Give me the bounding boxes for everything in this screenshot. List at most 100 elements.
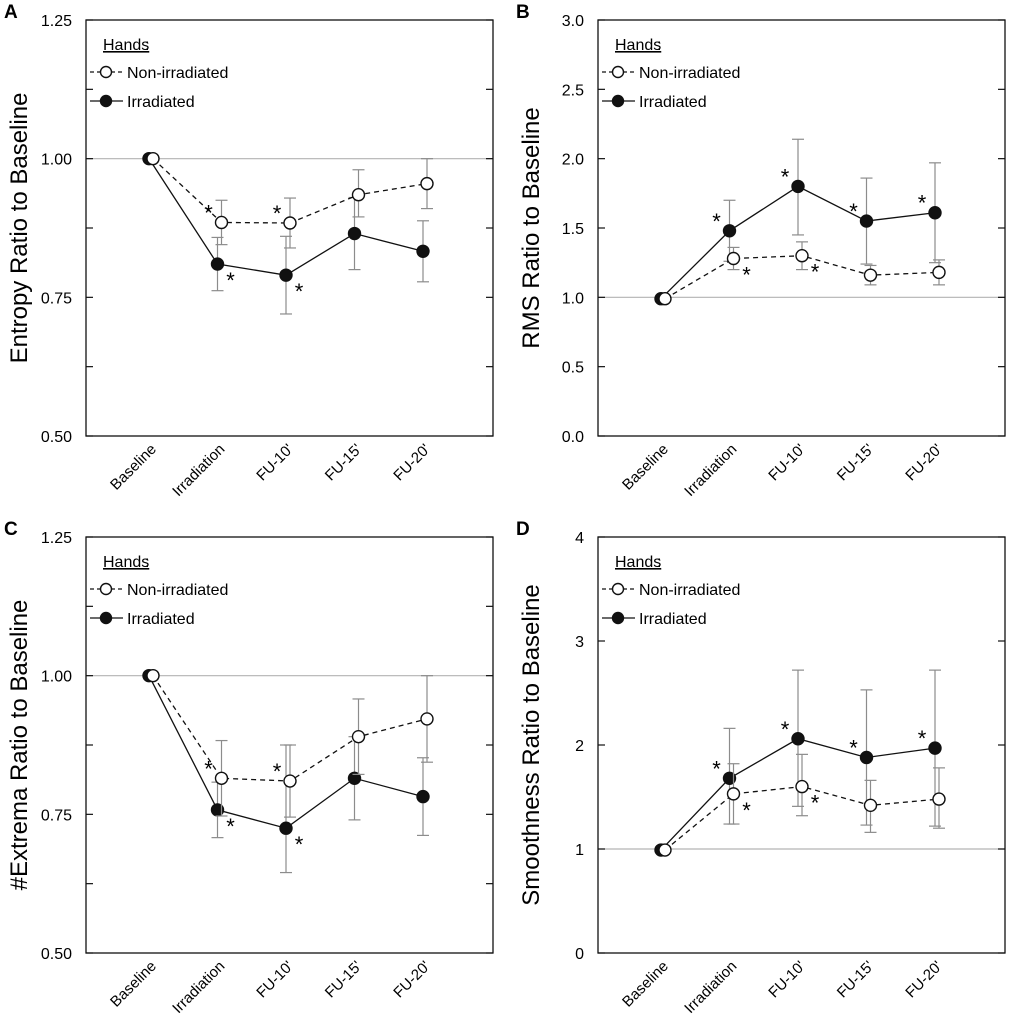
significance-star: *	[204, 756, 213, 781]
y-tick-label: 0.75	[41, 290, 72, 307]
data-point	[859, 214, 874, 228]
y-tick-label: 1.5	[562, 221, 584, 238]
data-point	[722, 224, 737, 238]
x-tick-label: FU-10'	[253, 441, 297, 485]
data-point	[347, 226, 362, 241]
data-point	[283, 774, 297, 788]
y-axis-label: Entropy Ratio to Baseline	[6, 93, 33, 364]
y-tick-label: 2.5	[562, 82, 584, 99]
x-tick-label: FU-10'	[253, 958, 297, 1002]
data-point	[214, 215, 229, 230]
legend-title-suffix: :	[145, 37, 149, 54]
significance-star: *	[742, 263, 751, 288]
data-point	[722, 771, 737, 785]
data-point	[279, 821, 293, 835]
x-tick-label: FU-20'	[902, 958, 946, 1002]
data-point	[347, 771, 362, 785]
y-tick-label: 0.50	[41, 946, 72, 963]
y-tick-label: 2	[575, 738, 584, 755]
x-tick-label: FU-20'	[902, 441, 946, 485]
significance-star: *	[226, 268, 235, 293]
data-point	[791, 732, 805, 746]
y-tick-label: 1.00	[41, 152, 72, 169]
legend-label: Irradiated	[127, 611, 195, 628]
x-tick-label: FU-20'	[390, 441, 434, 485]
y-tick-label: 3	[575, 634, 584, 651]
data-point	[928, 206, 942, 220]
legend-marker	[99, 65, 113, 79]
data-point	[351, 729, 366, 744]
panel-letter: C	[4, 519, 18, 540]
legend-label: Irradiated	[639, 94, 707, 111]
significance-star: *	[918, 191, 927, 216]
panel-letter: B	[516, 2, 530, 23]
significance-star: *	[226, 814, 235, 839]
legend-title-suffix: :	[145, 554, 149, 571]
data-point	[279, 268, 293, 282]
legend-label: Irradiated	[127, 94, 195, 111]
x-tick-label: FU-15'	[834, 441, 878, 485]
legend-marker	[99, 582, 113, 596]
data-point	[932, 792, 946, 806]
data-point	[795, 249, 809, 263]
y-tick-label: 1.25	[41, 13, 72, 30]
data-point	[795, 779, 809, 794]
y-tick-label: 0.50	[41, 429, 72, 446]
y-tick-label: 1.0	[562, 290, 584, 307]
significance-star: *	[781, 717, 790, 742]
legend-label: Non-irradiated	[639, 582, 740, 599]
legend-title: Hands	[103, 554, 149, 571]
legend-title: Hands	[615, 37, 661, 54]
chart-panel-d: D 0 1 2 3 4 Smoothness Ratio to Baseline Baseli…	[512, 517, 1024, 1034]
y-tick-label: 3.0	[562, 13, 584, 30]
data-point	[351, 188, 366, 202]
significance-star: *	[811, 791, 820, 816]
x-tick-label: FU-20'	[390, 958, 434, 1002]
chart-svg-c: C 0.50 0.75 1.00 1.25 #Extrema Ratio to Basel…	[4, 519, 494, 1017]
y-tick-label: 4	[575, 530, 584, 547]
y-tick-label: 0.0	[562, 429, 584, 446]
x-tick-label: FU-10'	[765, 441, 809, 485]
significance-star: *	[273, 201, 282, 226]
y-tick-label: 1.25	[41, 530, 72, 547]
significance-star: *	[742, 798, 751, 823]
data-point	[416, 244, 430, 258]
y-axis-label: #Extrema Ratio to Baseline	[6, 600, 33, 891]
legend-marker	[611, 611, 625, 625]
data-point	[859, 750, 874, 765]
y-tick-label: 1	[575, 842, 584, 859]
data-point	[658, 292, 672, 306]
x-tick-label: Baseline	[107, 958, 160, 1011]
y-axis-label: Smoothness Ratio to Baseline	[518, 584, 545, 906]
data-point	[146, 151, 160, 166]
data-point	[791, 179, 805, 194]
data-point	[214, 771, 229, 785]
data-point	[932, 265, 946, 280]
y-tick-label: 0.75	[41, 807, 72, 824]
data-point	[928, 741, 942, 755]
significance-star: *	[712, 756, 721, 781]
data-point	[283, 216, 297, 230]
panel-letter: A	[4, 2, 18, 23]
chart-svg-d: D 0 1 2 3 4 Smoothness Ratio to Baseline Baseli…	[516, 519, 1006, 1017]
data-point	[416, 789, 430, 804]
x-tick-label: FU-15'	[322, 958, 366, 1002]
significance-star: *	[811, 260, 820, 285]
data-point	[210, 257, 225, 271]
x-tick-label: Baseline	[619, 958, 672, 1011]
data-point	[726, 787, 741, 801]
y-tick-label: 2.0	[562, 152, 584, 169]
x-tick-label: Baseline	[619, 441, 672, 494]
x-tick-label: FU-15'	[834, 958, 878, 1002]
legend-marker	[611, 65, 625, 79]
data-point	[863, 798, 878, 813]
legend-title-suffix: :	[657, 37, 661, 54]
legend-marker	[611, 94, 625, 108]
y-axis-label: RMS Ratio to Baseline	[518, 107, 545, 348]
x-tick-label: FU-10'	[765, 958, 809, 1002]
panel-letter: D	[516, 519, 530, 540]
axes-frame	[597, 19, 1006, 437]
significance-star: *	[273, 759, 282, 784]
chart-svg-a: A 0.50 0.75 1.00 1.25 Entropy Ratio to Baseli…	[4, 2, 494, 500]
x-tick-label: Irradiation	[681, 441, 740, 500]
